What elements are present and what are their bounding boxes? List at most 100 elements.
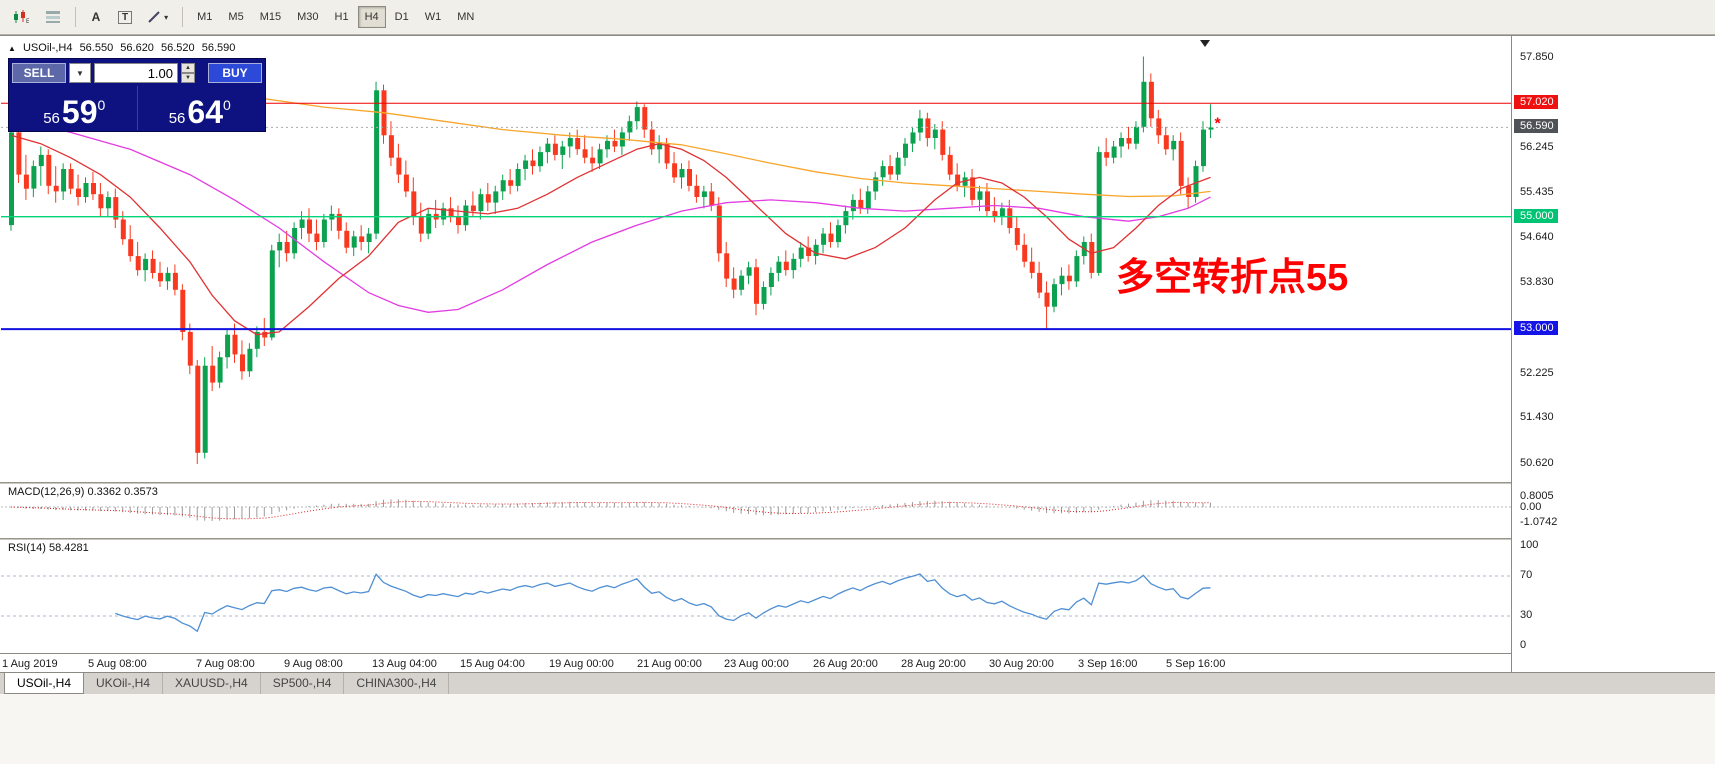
price-axis-label: 56.245 — [1520, 140, 1554, 153]
svg-text:E: E — [26, 19, 29, 24]
rsi-name: RSI(14) — [8, 542, 46, 554]
price-axis-border — [1511, 36, 1512, 673]
symbol-label: USOil-,H4 — [22, 42, 73, 54]
cursor-tool-button[interactable]: A — [83, 6, 109, 28]
timeframe-button-M15[interactable]: M15 — [259, 11, 282, 23]
price-axis-label: 57.850 — [1520, 50, 1554, 63]
sell-button[interactable]: SELL — [12, 63, 66, 83]
list-glyph — [46, 11, 60, 23]
timeframe-button-W1[interactable]: W1 — [424, 11, 442, 23]
panel-splitter-rsi[interactable] — [0, 538, 1715, 540]
timeframe-button-M30[interactable]: M30 — [297, 11, 319, 23]
time-axis-label: 23 Aug 00:00 — [724, 658, 789, 670]
text-tool-label: T — [118, 10, 133, 24]
chart-tab[interactable]: SP500-,H4 — [261, 673, 345, 694]
time-axis-label: 30 Aug 20:00 — [989, 658, 1054, 670]
rsi-indicator-label: RSI(14) 58.4281 — [8, 542, 89, 554]
price-axis-label: 54.640 — [1520, 230, 1554, 243]
macd-name: MACD(12,26,9) — [8, 486, 85, 498]
one-click-trade-panel: SELL ▼ 1.00 ▲ ▼ BUY 56 59 0 56 64 0 — [8, 58, 266, 132]
draw-line-icon — [148, 11, 160, 23]
timeframe-button-MN[interactable]: MN — [457, 11, 475, 23]
time-axis-label: 21 Aug 00:00 — [637, 658, 702, 670]
time-axis-label: 5 Sep 16:00 — [1166, 658, 1226, 670]
rsi-chart-canvas[interactable] — [1, 540, 1512, 653]
buy-price-display[interactable]: 56 64 0 — [138, 86, 263, 130]
timeframe-bar: M1 M5 M15 M30 H1 H4 D1 W1 MN — [189, 6, 482, 28]
moving-averages-layer — [10, 68, 1211, 336]
candles-layer — [9, 56, 1214, 464]
price-axis-label: 30 — [1520, 609, 1533, 621]
sell-price-pipette: 0 — [97, 97, 106, 113]
volume-stepper: ▲ ▼ — [181, 63, 195, 83]
ohlc-low: 56.520 — [161, 42, 195, 54]
indicator-list-icon[interactable] — [38, 6, 68, 28]
draw-tools-button[interactable]: ▾ — [141, 6, 175, 28]
buy-price-pipette: 0 — [222, 97, 231, 113]
buy-price-prefix: 56 — [168, 110, 186, 127]
panel-splitter-macd[interactable] — [0, 482, 1715, 484]
time-axis-label: 13 Aug 04:00 — [372, 658, 437, 670]
time-axis-label: 26 Aug 20:00 — [813, 658, 878, 670]
chart-marker: * — [1214, 115, 1221, 132]
timeframe-button-H4[interactable]: H4 — [357, 6, 386, 28]
buy-button[interactable]: BUY — [208, 63, 262, 83]
price-axis-label: 50.620 — [1520, 456, 1554, 469]
price-axis-label: -1.0742 — [1520, 516, 1558, 529]
chart-text-annotation[interactable]: 多空转折点55 — [1116, 257, 1349, 299]
text-tool-button[interactable]: T — [111, 6, 139, 28]
volume-step-down-button[interactable]: ▼ — [181, 73, 195, 83]
time-axis-label: 15 Aug 04:00 — [460, 658, 525, 670]
price-axis-badge: 55.000 — [1514, 208, 1558, 223]
chart-shift-marker-icon[interactable] — [1200, 40, 1210, 47]
time-axis-label: 3 Sep 16:00 — [1078, 658, 1138, 670]
timeframe-button-D1[interactable]: D1 — [394, 11, 409, 23]
timeframe-button-M5[interactable]: M5 — [228, 11, 244, 23]
chart-tab[interactable]: UKOil-,H4 — [84, 673, 164, 694]
price-axis-label: 0.8005 — [1520, 489, 1554, 502]
time-axis-label: 5 Aug 08:00 — [88, 658, 147, 670]
chart-tab[interactable]: CHINA300-,H4 — [344, 673, 450, 694]
buy-price-pips: 64 — [187, 93, 223, 130]
price-axis-label: 70 — [1520, 569, 1533, 581]
timeframe-button-H1[interactable]: H1 — [334, 11, 349, 23]
toolbar-separator — [75, 7, 76, 27]
rsi-line — [115, 573, 1211, 633]
chart-tab[interactable]: USOil-,H4 — [4, 673, 85, 694]
time-axis-label: 28 Aug 20:00 — [901, 658, 966, 670]
sell-price-display[interactable]: 56 59 0 — [12, 86, 138, 130]
chart-tab[interactable]: XAUUSD-,H4 — [163, 673, 261, 694]
cursor-tool-label: A — [91, 10, 101, 24]
new-chart-icon[interactable]: E — [6, 6, 36, 28]
price-axis-label: 0 — [1520, 639, 1527, 651]
volume-step-up-button[interactable]: ▲ — [181, 63, 195, 73]
price-axis-label: 55.435 — [1520, 186, 1554, 199]
timeframe-button-M1[interactable]: M1 — [197, 11, 213, 23]
volume-input[interactable]: 1.00 — [94, 63, 178, 83]
macd-chart-canvas[interactable] — [1, 484, 1512, 538]
collapse-panel-arrow-icon[interactable]: ▲ — [8, 44, 16, 53]
macd-indicator-label: MACD(12,26,9) 0.3362 0.3573 — [8, 486, 158, 498]
volume-dropdown-button[interactable]: ▼ — [69, 63, 91, 83]
rsi-level-lines — [1, 575, 1512, 617]
time-axis-label: 9 Aug 08:00 — [284, 658, 343, 670]
price-axis-label: 52.225 — [1520, 366, 1554, 379]
ma-mid-magenta — [10, 117, 1211, 313]
sell-price-pips: 59 — [61, 93, 98, 130]
candlestick-glyph: E — [14, 10, 29, 24]
rsi-value: 58.4281 — [48, 542, 89, 554]
time-axis-label: 7 Aug 08:00 — [196, 658, 255, 670]
draw-tools-caret: ▾ — [164, 12, 169, 22]
ma-slow-orange — [10, 68, 1211, 198]
price-chart-canvas[interactable]: * — [1, 38, 1512, 482]
toolbar: E A T ▾ M1 M5 M15 M30 H1 H4 D1 W1 MN — [0, 0, 1715, 35]
ohlc-close: 56.590 — [201, 42, 236, 54]
price-axis-badge: 56.590 — [1514, 119, 1558, 134]
price-axis-badge: 53.000 — [1514, 321, 1558, 336]
price-axis[interactable]: 57.850 56.245 55.435 54.640 53.830 52.225 51.4… — [1512, 36, 1715, 673]
macd-signal-line — [10, 500, 1211, 520]
price-axis-label: 53.830 — [1520, 276, 1554, 289]
macd-histogram — [17, 499, 1211, 521]
time-axis-label: 1 Aug 2019 — [2, 658, 58, 670]
bottom-empty-area — [0, 694, 1715, 764]
